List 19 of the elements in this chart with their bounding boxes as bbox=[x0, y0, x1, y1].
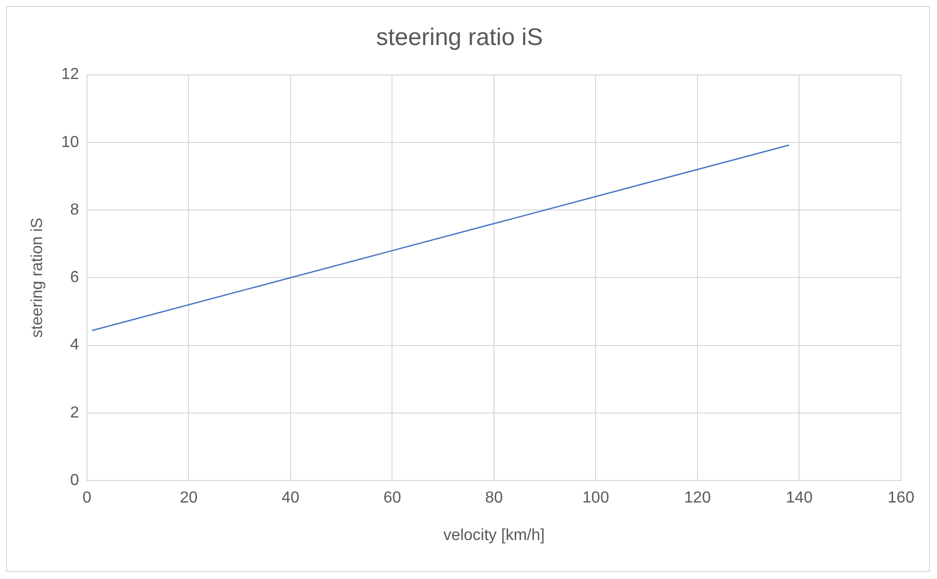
y-tick-label: 8 bbox=[70, 201, 80, 218]
y-tick-label: 6 bbox=[70, 269, 80, 286]
x-tick-label: 100 bbox=[582, 490, 610, 507]
chart-title: steering ratio iS bbox=[376, 24, 543, 52]
x-tick-label: 80 bbox=[485, 490, 503, 507]
x-tick-label: 0 bbox=[82, 490, 92, 507]
y-tick-label: 2 bbox=[70, 404, 80, 422]
x-tick-label: 40 bbox=[282, 490, 300, 507]
x-tick-label: 140 bbox=[786, 490, 813, 507]
y-axis-title: steering ration iS bbox=[29, 218, 46, 338]
y-tick-label: 12 bbox=[61, 66, 80, 84]
y-tick-label: 0 bbox=[70, 472, 80, 490]
x-tick-label: 20 bbox=[180, 490, 198, 507]
x-tick-label: 60 bbox=[383, 490, 402, 507]
x-axis-title: velocity [km/h] bbox=[443, 526, 545, 544]
x-tick-label: 120 bbox=[684, 490, 711, 507]
x-tick-label: 160 bbox=[888, 490, 914, 507]
y-tick-label: 10 bbox=[61, 134, 80, 151]
y-tick-label: 4 bbox=[70, 336, 80, 354]
